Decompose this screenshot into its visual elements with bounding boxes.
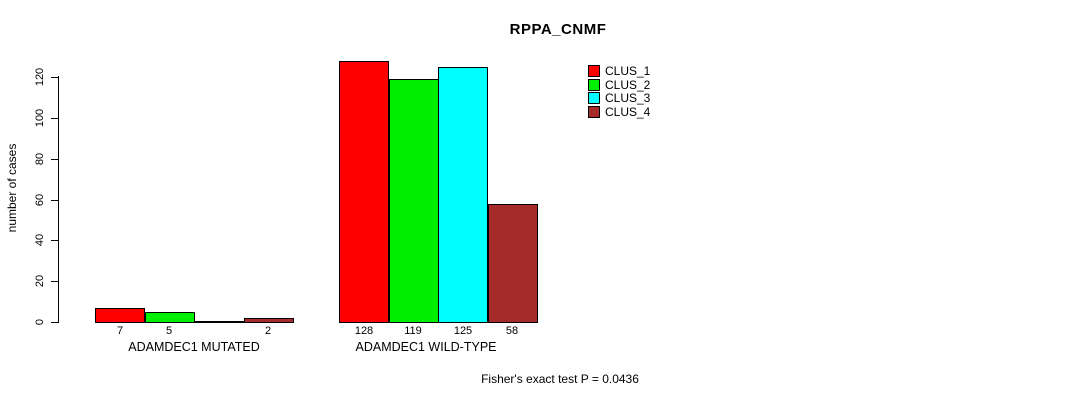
y-axis-line (58, 76, 59, 323)
bar-clus_1-group1 (95, 308, 145, 323)
bar-value-label: 2 (264, 325, 272, 337)
legend-label-clus_1: CLUS_1 (605, 64, 651, 78)
y-tick-mark (51, 200, 58, 201)
y-tick-mark (51, 77, 58, 78)
y-tick-label: 0 (34, 318, 46, 326)
legend-label-clus_4: CLUS_4 (605, 104, 651, 119)
bar-clus_2-group1 (145, 312, 195, 323)
y-tick-label: 40 (34, 233, 46, 247)
legend-swatch-clus_3 (588, 92, 600, 104)
bar-value-label: 119 (404, 325, 422, 337)
bar-clus_1-group2 (339, 61, 389, 323)
y-tick-mark (51, 322, 58, 323)
bar-clus_4-group2 (488, 204, 538, 323)
y-tick-label: 60 (34, 193, 46, 207)
legend-swatch-clus_2 (588, 78, 600, 91)
bar-clus_3-group2 (438, 67, 488, 323)
legend-label-clus_2: CLUS_2 (605, 77, 651, 92)
legend-label-clus_3: CLUS_3 (605, 91, 651, 105)
category-label-group1: ADAMDEC1 MUTATED (128, 340, 260, 354)
bar-value-label: 128 (354, 325, 374, 337)
y-tick-label: 20 (34, 274, 46, 288)
bar-clus_2-group2 (389, 79, 439, 323)
legend-swatch-clus_4 (588, 105, 600, 118)
y-tick-mark (51, 159, 58, 160)
y-tick-mark (51, 281, 58, 282)
bar-value-label: 7 (116, 325, 124, 337)
y-tick-label: 80 (34, 152, 46, 166)
chart-title: RPPA_CNMF (509, 21, 607, 38)
bar-clus_4-group1 (244, 318, 294, 323)
legend-swatch-clus_1 (588, 65, 600, 77)
bar-clus_3-group1-zero (194, 321, 244, 323)
y-tick-label: 100 (34, 108, 46, 128)
y-tick-mark (51, 240, 58, 241)
bar-value-label: 58 (505, 325, 519, 337)
y-axis-label: number of cases (5, 143, 19, 233)
stat-annotation: Fisher's exact test P = 0.0436 (481, 372, 639, 386)
y-tick-label: 120 (34, 67, 46, 87)
category-label-group2: ADAMDEC1 WILD-TYPE (355, 340, 497, 354)
bar-value-label: 5 (165, 325, 173, 337)
y-tick-mark (51, 118, 58, 119)
bar-value-label: 125 (453, 325, 473, 337)
